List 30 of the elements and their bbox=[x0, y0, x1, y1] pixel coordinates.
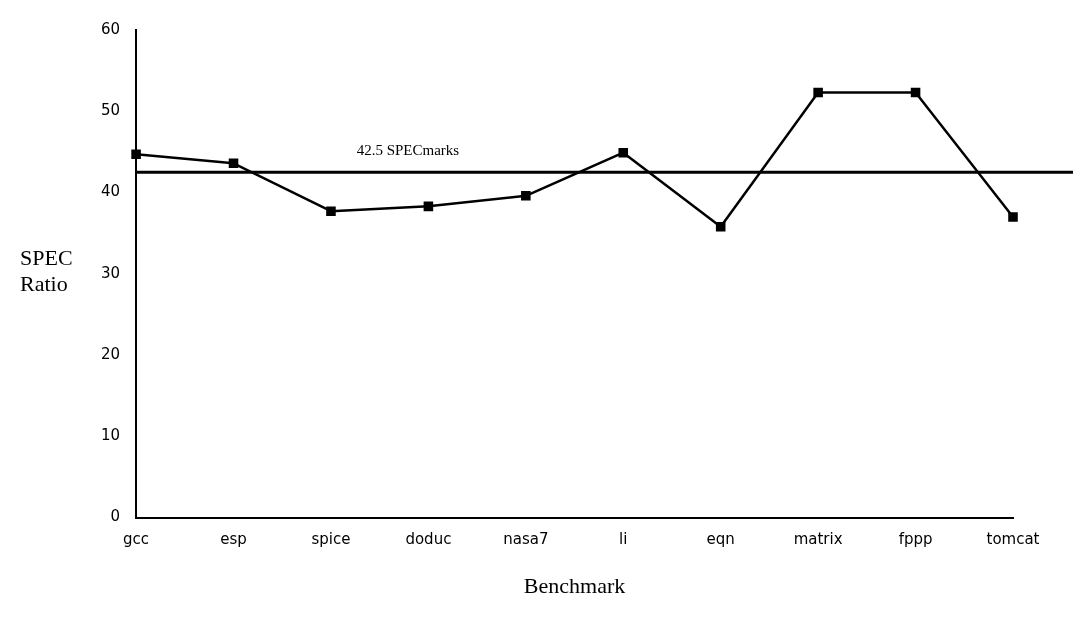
x-tick-label: gcc bbox=[123, 530, 150, 549]
point bbox=[813, 87, 823, 98]
y-tick-label: 60 bbox=[100, 19, 121, 38]
x-tick-label: li bbox=[619, 530, 628, 549]
x-tick-label: tomcat bbox=[986, 530, 1040, 549]
point bbox=[326, 206, 336, 217]
y-tick-label: 50 bbox=[100, 101, 121, 120]
x-tick-label: doduc bbox=[405, 530, 452, 549]
point bbox=[521, 191, 531, 201]
y-tick-label: 30 bbox=[100, 263, 121, 282]
x-tick-label: fppp bbox=[898, 530, 933, 549]
point bbox=[910, 87, 921, 98]
x-tick-label: matrix bbox=[793, 530, 843, 549]
point bbox=[1008, 212, 1018, 222]
x-axis-title: Benchmark bbox=[523, 572, 626, 598]
point bbox=[423, 201, 434, 212]
x-tick-label: spice bbox=[311, 530, 351, 549]
point bbox=[228, 158, 239, 169]
point bbox=[618, 147, 629, 158]
y-tick-label: 0 bbox=[110, 507, 121, 526]
point bbox=[715, 221, 726, 232]
point bbox=[131, 149, 141, 160]
y-tick-label: 40 bbox=[100, 182, 121, 201]
y-tick-label: 20 bbox=[100, 344, 121, 363]
ref-line-label: 42.5 SPECmarks bbox=[356, 141, 460, 158]
y-tick-label: 10 bbox=[100, 426, 121, 445]
x-tick-label: nasa7 bbox=[503, 530, 549, 549]
x-tick-label: esp bbox=[220, 530, 247, 549]
y-axis-title: SPEC Ratio bbox=[20, 245, 74, 297]
x-tick-label: eqn bbox=[706, 530, 735, 549]
